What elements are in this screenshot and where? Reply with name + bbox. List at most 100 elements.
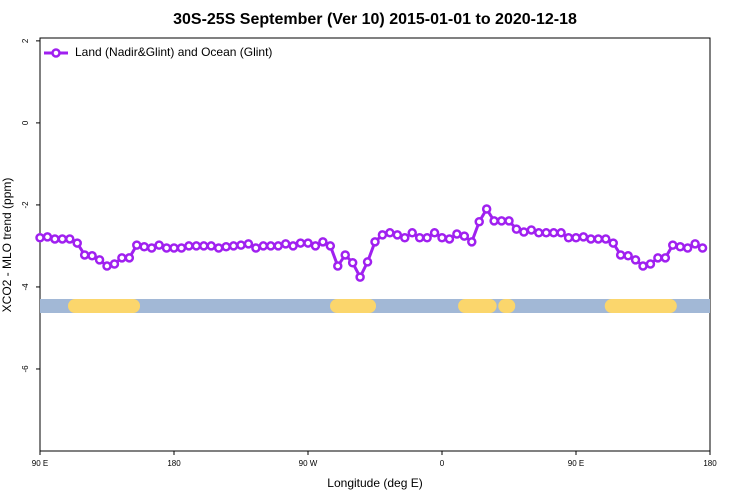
- data-point: [638, 261, 648, 271]
- data-point: [191, 241, 202, 251]
- x-tick-label: 180: [703, 459, 717, 468]
- data-point: [213, 243, 224, 253]
- data-point: [288, 241, 298, 251]
- data-point: [467, 237, 477, 247]
- data-point: [243, 239, 254, 249]
- data-point: [199, 241, 209, 251]
- data-point: [414, 232, 425, 243]
- x-tick-label: 0: [440, 459, 445, 468]
- data-point: [333, 261, 343, 271]
- data-point: [623, 251, 633, 261]
- data-point: [370, 237, 380, 247]
- data-point: [146, 243, 157, 253]
- data-point: [184, 241, 194, 251]
- legend-marker: [51, 48, 61, 58]
- data-point: [452, 229, 462, 239]
- chart-title: 30S-25S September (Ver 10) 2015-01-01 to…: [173, 11, 577, 28]
- data-point: [437, 232, 447, 243]
- data-point: [169, 243, 179, 253]
- x-tick-label: 90 E: [32, 459, 48, 468]
- data-point: [653, 253, 663, 263]
- data-point: [548, 228, 559, 238]
- data-point: [318, 237, 328, 247]
- data-point: [176, 243, 187, 253]
- data-point: [541, 228, 551, 238]
- data-point: [72, 238, 82, 248]
- legend-label: Land (Nadir&Glint) and Ocean (Glint): [75, 45, 272, 59]
- data-point: [362, 257, 373, 267]
- y-tick-label: 0: [21, 120, 30, 125]
- data-point: [228, 241, 239, 251]
- data-point: [481, 204, 492, 214]
- data-point: [266, 241, 276, 251]
- data-point: [400, 232, 410, 243]
- data-point: [660, 253, 671, 263]
- plot-frame: [39, 37, 711, 452]
- y-tick-label: -6: [21, 365, 30, 373]
- data-point: [504, 216, 514, 226]
- y-tick-label: -2: [21, 201, 30, 209]
- data-point: [444, 234, 455, 244]
- data-point: [385, 228, 395, 238]
- data-point: [697, 243, 708, 253]
- data-point: [489, 216, 499, 226]
- data-point: [310, 241, 321, 251]
- data-point: [630, 255, 641, 265]
- data-point: [519, 227, 529, 237]
- data-point: [668, 240, 678, 250]
- data-point: [280, 239, 291, 249]
- data-point: [109, 259, 120, 269]
- data-point: [601, 234, 611, 244]
- data-point: [139, 242, 149, 252]
- data-point: [586, 234, 596, 244]
- data-point: [206, 241, 216, 251]
- data-point: [474, 216, 484, 227]
- data-point: [675, 242, 685, 252]
- data-point: [615, 250, 626, 260]
- x-tick-label: 180: [167, 459, 181, 468]
- data-point: [459, 231, 470, 241]
- data-point: [35, 232, 45, 243]
- data-point: [154, 240, 164, 250]
- data-point: [42, 232, 53, 242]
- data-point: [273, 241, 283, 251]
- data-point: [407, 228, 417, 238]
- data-point: [429, 228, 440, 238]
- data-point: [132, 240, 142, 250]
- y-tick-label: 2: [21, 38, 30, 43]
- data-point: [117, 253, 127, 263]
- data-point: [65, 234, 75, 244]
- y-tick-label: -4: [21, 283, 30, 291]
- data-point: [690, 239, 700, 249]
- data-point: [102, 261, 112, 271]
- data-point: [511, 224, 522, 234]
- data-point: [295, 238, 306, 248]
- data-point: [422, 232, 432, 243]
- data-point: [161, 243, 172, 253]
- data-point: [325, 241, 336, 251]
- data-point: [124, 253, 135, 263]
- data-point: [94, 255, 105, 265]
- data-point: [355, 272, 365, 282]
- data-point: [258, 241, 269, 251]
- data-point: [50, 234, 60, 244]
- data-point: [526, 225, 537, 235]
- data-point: [79, 250, 90, 260]
- data-point: [236, 240, 246, 250]
- data-point: [87, 251, 97, 261]
- x-axis-label: Longitude (deg E): [327, 476, 422, 490]
- data-point: [563, 232, 574, 243]
- data-point: [221, 242, 231, 252]
- data-point: [645, 259, 656, 269]
- data-point: [340, 250, 350, 260]
- data-point: [608, 238, 618, 248]
- data-point: [556, 228, 566, 238]
- data-point: [496, 216, 507, 226]
- data-point: [251, 243, 261, 253]
- data-point: [593, 234, 604, 244]
- data-point: [578, 232, 589, 242]
- data-point: [682, 243, 693, 253]
- data-point: [392, 230, 403, 240]
- data-point: [347, 258, 358, 268]
